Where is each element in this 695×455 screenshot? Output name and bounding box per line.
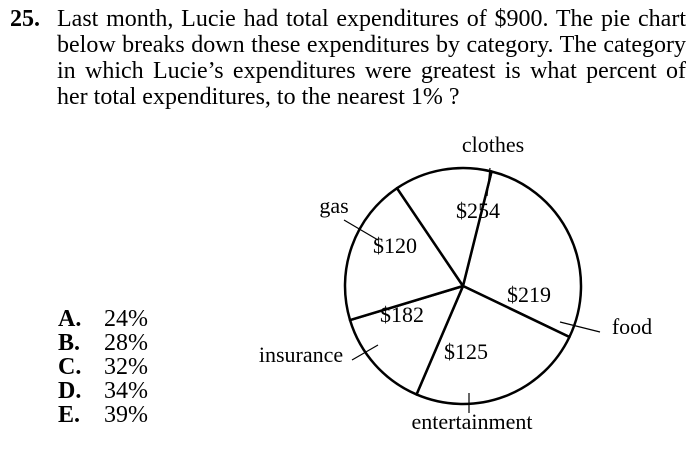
slice-value-label-clothes: $254 <box>456 198 500 223</box>
slice-category-label-clothes: clothes <box>462 132 524 157</box>
slice-value-label-gas: $120 <box>373 233 417 258</box>
choice-e[interactable]: E. 39% <box>58 403 148 427</box>
choice-text: 32% <box>104 354 148 380</box>
pie-leader-lines <box>343 167 601 413</box>
leader-line-gas <box>343 219 379 241</box>
pie-slice-gas <box>395 166 493 288</box>
slice-category-label-gas: gas <box>319 193 348 218</box>
pie-slice-clothes <box>461 170 583 339</box>
choice-text: 39% <box>104 402 148 428</box>
leader-line-clothes <box>486 167 491 197</box>
choice-letter: E. <box>58 402 81 428</box>
leader-line-food <box>559 321 601 333</box>
pie-slice-food <box>415 284 571 406</box>
question: 25. Last month, Lucie had total expendit… <box>10 6 686 110</box>
question-number: 25. <box>10 6 40 32</box>
choice-d[interactable]: D. 34% <box>58 379 148 403</box>
choice-letter: D. <box>58 378 82 404</box>
slice-category-label-entertainment: entertainment <box>412 409 533 434</box>
answer-choices: A. 24% B. 28% C. 32% D. 34% E. 39% <box>58 307 148 427</box>
choice-b[interactable]: B. 28% <box>58 331 148 355</box>
pie-slices <box>343 166 583 406</box>
choice-c[interactable]: C. 32% <box>58 355 148 379</box>
slice-category-label-food: food <box>612 314 652 339</box>
choice-letter: A. <box>58 306 82 332</box>
slice-value-label-entertainment: $125 <box>444 339 488 364</box>
pie-slice-insurance <box>343 186 465 322</box>
pie-slice-entertainment <box>348 284 465 396</box>
pie-labels: $254 clothes $219 food $125 entertainment $182… <box>259 132 652 434</box>
choice-text: 34% <box>104 378 148 404</box>
choice-a[interactable]: A. 24% <box>58 307 148 331</box>
slice-category-label-insurance: insurance <box>259 342 343 367</box>
choice-letter: C. <box>58 354 82 380</box>
choice-text: 24% <box>104 306 148 332</box>
slice-value-label-food: $219 <box>507 282 551 307</box>
slice-value-label-insurance: $182 <box>380 302 424 327</box>
question-text: Last month, Lucie had total expenditures… <box>57 6 686 110</box>
leader-line-insurance <box>351 344 379 361</box>
choice-text: 28% <box>104 330 148 356</box>
choice-letter: B. <box>58 330 81 356</box>
